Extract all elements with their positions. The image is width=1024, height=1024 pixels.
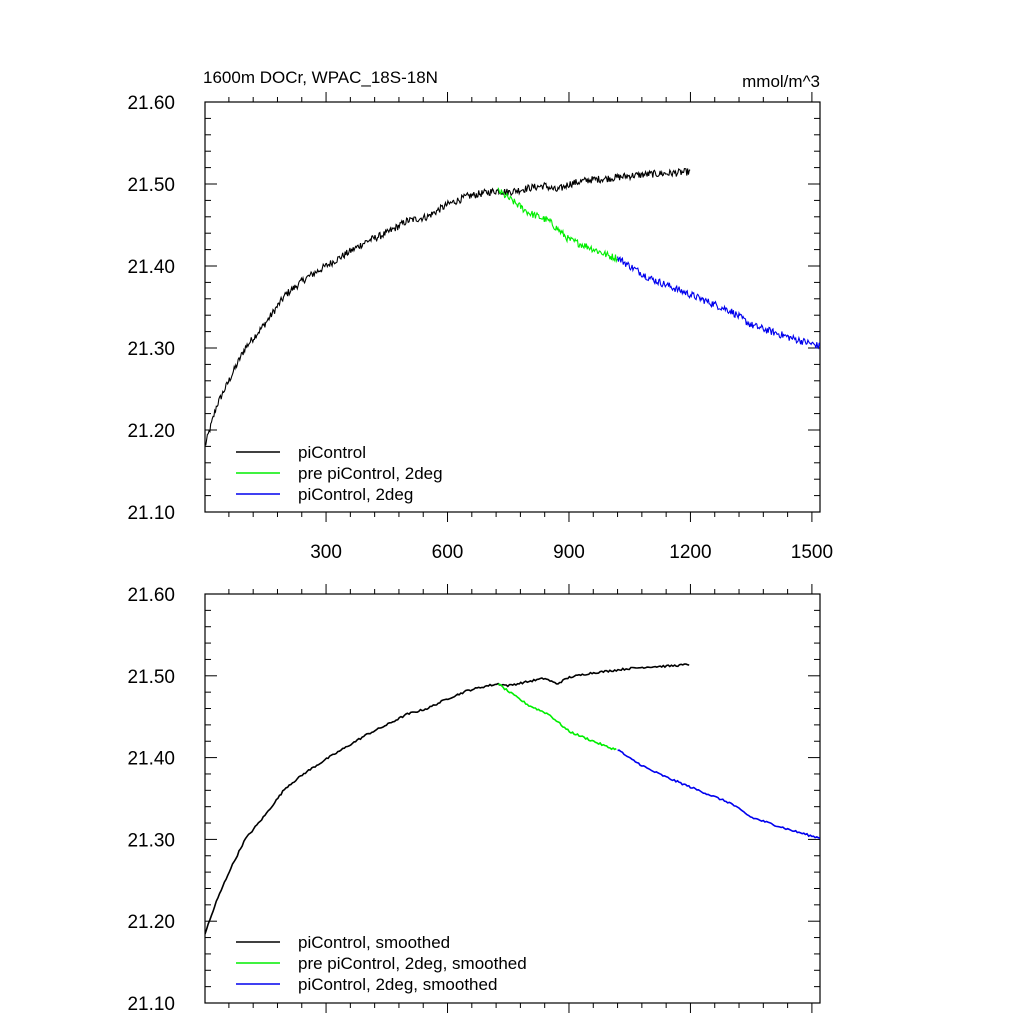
x-tick-label: 1500 xyxy=(791,542,833,563)
y-tick-label: 21.50 xyxy=(127,667,175,688)
x-tick-label: 900 xyxy=(553,542,585,563)
legend-label: piControl xyxy=(298,443,366,462)
x-tick-label: 300 xyxy=(310,542,342,563)
series-line-picontrol_2deg xyxy=(617,749,820,839)
y-tick-label: 21.10 xyxy=(127,503,175,524)
y-tick-label: 21.30 xyxy=(127,830,175,851)
chart-title: 1600m DOCr, WPAC_18S-18N xyxy=(203,68,438,87)
y-tick-label: 21.60 xyxy=(127,585,175,606)
y-tick-label: 21.40 xyxy=(127,749,175,770)
legend-label: piControl, 2deg, smoothed xyxy=(298,975,497,994)
x-tick-label: 600 xyxy=(432,542,464,563)
units-label: mmol/m^3 xyxy=(742,72,820,91)
series-line-picontrol_2deg xyxy=(617,256,820,350)
y-tick-label: 21.20 xyxy=(127,912,175,933)
series-line-pre_picontrol_2deg xyxy=(497,187,618,264)
series-line-pre_picontrol_2deg xyxy=(497,683,617,751)
y-tick-label: 21.40 xyxy=(127,257,175,278)
y-tick-label: 21.50 xyxy=(127,175,175,196)
legend-label: piControl, 2deg xyxy=(298,485,413,504)
top-panel: 21.10 21.20 21.30 21.40 21.50 21.60 300 600 900 1… xyxy=(127,92,833,563)
y-tick-label: 21.60 xyxy=(127,93,175,114)
bottom-panel: 21.10 21.20 21.30 21.40 21.50 21.60 piControl,… xyxy=(127,584,821,1015)
legend-label: pre piControl, 2deg, smoothed xyxy=(298,954,527,973)
y-tick-label: 21.20 xyxy=(127,421,175,442)
legend-label: piControl, smoothed xyxy=(298,933,450,952)
x-tick-label: 1200 xyxy=(669,542,711,563)
y-tick-label: 21.10 xyxy=(127,994,175,1015)
y-tick-label: 21.30 xyxy=(127,339,175,360)
series-line-picontrol xyxy=(205,167,691,446)
legend-label: pre piControl, 2deg xyxy=(298,464,443,483)
plot-frame xyxy=(204,101,821,513)
plot-frame xyxy=(204,593,821,1004)
series-line-picontrol xyxy=(205,663,690,935)
